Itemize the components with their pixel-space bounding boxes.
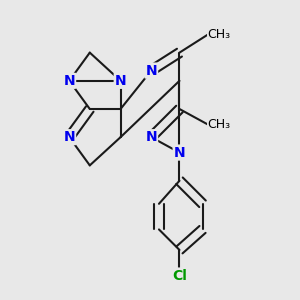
Text: CH₃: CH₃ <box>208 118 231 131</box>
Text: N: N <box>64 74 75 88</box>
Text: N: N <box>146 130 157 144</box>
Text: N: N <box>115 74 126 88</box>
Text: Cl: Cl <box>172 268 187 283</box>
Text: N: N <box>64 130 75 144</box>
Text: N: N <box>174 146 185 160</box>
Text: N: N <box>146 64 157 78</box>
Text: CH₃: CH₃ <box>208 28 231 41</box>
